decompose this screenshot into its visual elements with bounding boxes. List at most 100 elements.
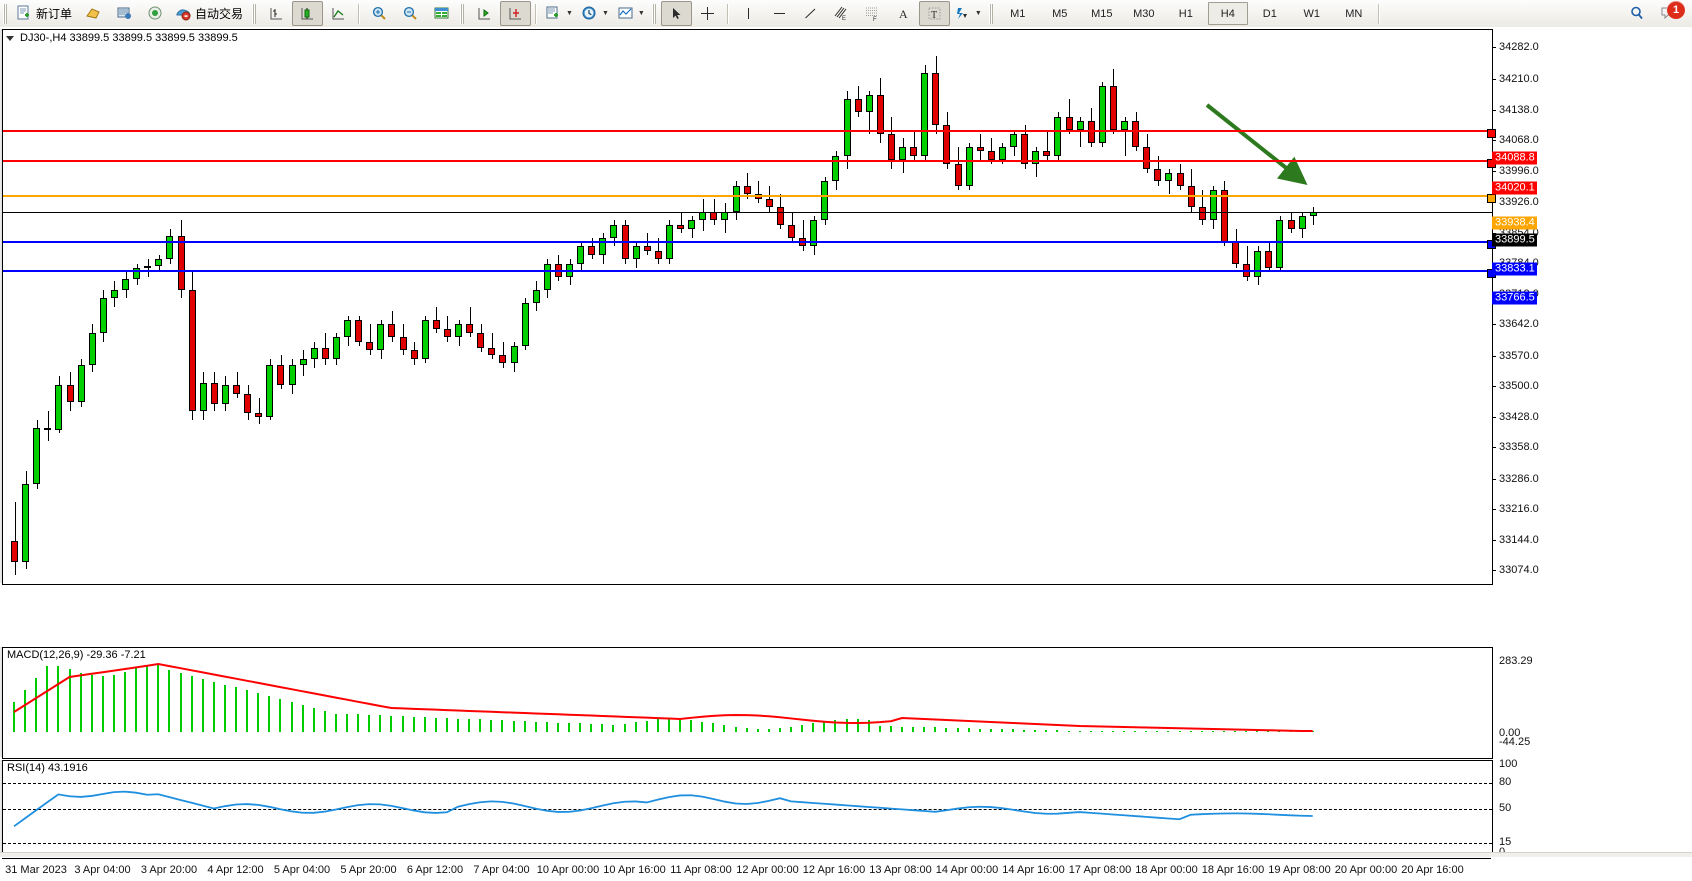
period-button[interactable]: ▼ [577, 1, 613, 26]
toolbar-grip-5[interactable] [987, 3, 995, 24]
terminal-button[interactable] [109, 1, 140, 26]
chart-menu-chevron-down-icon[interactable] [6, 35, 14, 41]
price-level-tag[interactable]: 33899.5 [1492, 233, 1537, 247]
text-label-button[interactable]: T [918, 1, 950, 26]
shift-end-button[interactable] [469, 1, 500, 26]
line-chart-button[interactable] [323, 1, 354, 26]
rsi-pane[interactable]: RSI(14) 43.1916 [2, 760, 1493, 857]
toolbar-grip-4[interactable] [650, 3, 658, 24]
candle-body [310, 348, 318, 359]
toolbar-grip-3[interactable] [459, 3, 467, 24]
macd-pane[interactable]: MACD(12,26,9) -29.36 -7.21 [2, 647, 1493, 759]
trendline-button[interactable] [795, 1, 826, 26]
timeframe-m5[interactable]: M5 [1052, 7, 1068, 20]
candle-body [1054, 116, 1062, 156]
horizontal-line-button[interactable] [764, 1, 795, 26]
new-order-button[interactable]: 新订单 [12, 1, 78, 26]
left-scroll-strip-rsi[interactable] [0, 760, 3, 855]
zoom-out-button[interactable] [395, 1, 426, 26]
candle-body [432, 319, 440, 329]
price-axis[interactable]: 34282.0 34210.0 34138.0 34068.0 33996.0 33926… [1492, 29, 1592, 583]
bar-chart-button[interactable] [261, 1, 292, 26]
level-line-last-price[interactable] [3, 211, 1492, 213]
macd-axis: 283.29 0.00 -44.25 [1492, 647, 1592, 757]
timeframe-h1[interactable]: H1 [1178, 7, 1193, 20]
alerts-button[interactable]: 1 [1653, 1, 1685, 26]
search-button[interactable] [1622, 1, 1653, 26]
timeframe-m15[interactable]: M15 [1091, 7, 1113, 20]
price-pane[interactable] [2, 29, 1496, 585]
timeframe-w1[interactable]: W1 [1303, 7, 1321, 20]
shapes-caret-icon[interactable]: ▼ [974, 10, 982, 17]
data-window-button[interactable] [426, 1, 457, 26]
rsi-label: RSI(14) 43.1916 [7, 762, 88, 774]
equidistant-channel-icon: E [833, 5, 850, 22]
macd-histogram-bar [1023, 729, 1026, 732]
price-level-tag[interactable]: 33938.4 [1492, 216, 1537, 230]
autotrading-button[interactable]: 自动交易 [171, 1, 249, 26]
templates-button[interactable]: ▼ [541, 1, 577, 26]
timeframe-h4[interactable]: H4 [1207, 2, 1248, 25]
level-line-resistance[interactable] [3, 158, 1496, 168]
equidistant-channel-button[interactable]: E [826, 1, 857, 26]
price-level-tag[interactable]: 34088.8 [1492, 151, 1537, 165]
candlestick-chart-button[interactable] [292, 1, 324, 26]
macd-histogram-bar [867, 719, 870, 732]
timeframe-d1[interactable]: D1 [1262, 7, 1277, 20]
candle-body [876, 94, 884, 134]
level-line-support[interactable] [3, 239, 1496, 249]
candle-body [632, 246, 640, 260]
level-line-handle[interactable] [1487, 194, 1496, 204]
text-button[interactable]: A [888, 1, 919, 26]
timeframe-m1[interactable]: M1 [1010, 7, 1026, 20]
toolbar-grip-2[interactable] [251, 3, 259, 24]
chart-area[interactable]: DJ30-,H4 33899.5 33899.5 33899.5 33899.5… [0, 27, 1692, 876]
macd-histogram-bar [1067, 730, 1070, 732]
left-scroll-strip-price[interactable] [0, 29, 3, 583]
cursor-button[interactable] [660, 1, 692, 26]
down-trend-arrow [1205, 103, 1308, 185]
macd-histogram-bar [168, 670, 171, 732]
time-axis-label: 5 Apr 20:00 [340, 864, 397, 876]
price-level-tag[interactable]: 33833.1 [1492, 262, 1537, 276]
indicator-list-button[interactable]: ▼ [613, 1, 649, 26]
price-level-tag[interactable]: 34020.1 [1492, 181, 1537, 195]
templates-caret-icon[interactable]: ▼ [566, 10, 573, 17]
bar-chart-icon [268, 5, 285, 22]
macd-histogram-bar [856, 719, 859, 732]
indicator-list-caret-icon[interactable]: ▼ [637, 10, 645, 17]
candle-body [421, 319, 429, 359]
timeframe-m30[interactable]: M30 [1133, 7, 1155, 20]
macd-histogram-bar [1123, 730, 1125, 732]
period-caret-icon[interactable]: ▼ [601, 10, 609, 17]
left-scroll-strip-macd[interactable] [0, 647, 3, 757]
candle-wick [148, 259, 149, 277]
shapes-button[interactable]: ▼ [950, 1, 986, 26]
level-line-handle[interactable] [1487, 129, 1496, 139]
time-axis[interactable]: 31 Mar 2023 3 Apr 04:00 3 Apr 20:00 4 Apr 1… [2, 863, 1491, 881]
macd-histogram-bar [767, 728, 770, 732]
auto-scroll-button[interactable] [500, 1, 532, 26]
level-line-pivot[interactable] [3, 194, 1496, 204]
signals-button[interactable] [140, 1, 171, 26]
level-line-support[interactable] [3, 268, 1496, 278]
zoom-in-button[interactable] [364, 1, 395, 26]
toolbar-grip-1[interactable] [2, 3, 9, 24]
indicators-button[interactable] [78, 1, 109, 26]
terminal-icon [116, 5, 133, 22]
text-label-icon: T [927, 6, 942, 21]
price-level-tag[interactable]: 33766.5 [1492, 291, 1537, 305]
macd-histogram-bar [146, 665, 149, 732]
fibonacci-button[interactable]: F [857, 1, 888, 26]
vertical-line-button[interactable] [733, 1, 764, 26]
level-line-resistance[interactable] [3, 129, 1496, 139]
crosshair-button[interactable] [692, 1, 723, 26]
candle-body [488, 348, 496, 355]
zoom-in-icon [371, 5, 388, 22]
candle-body [321, 348, 329, 359]
macd-histogram-bar [1034, 729, 1037, 732]
rsi-axis: 1008050150 [1492, 758, 1592, 858]
timeframe-mn[interactable]: MN [1345, 7, 1363, 20]
price-axis-tick [1492, 417, 1496, 419]
indicator-list-icon [617, 5, 634, 22]
